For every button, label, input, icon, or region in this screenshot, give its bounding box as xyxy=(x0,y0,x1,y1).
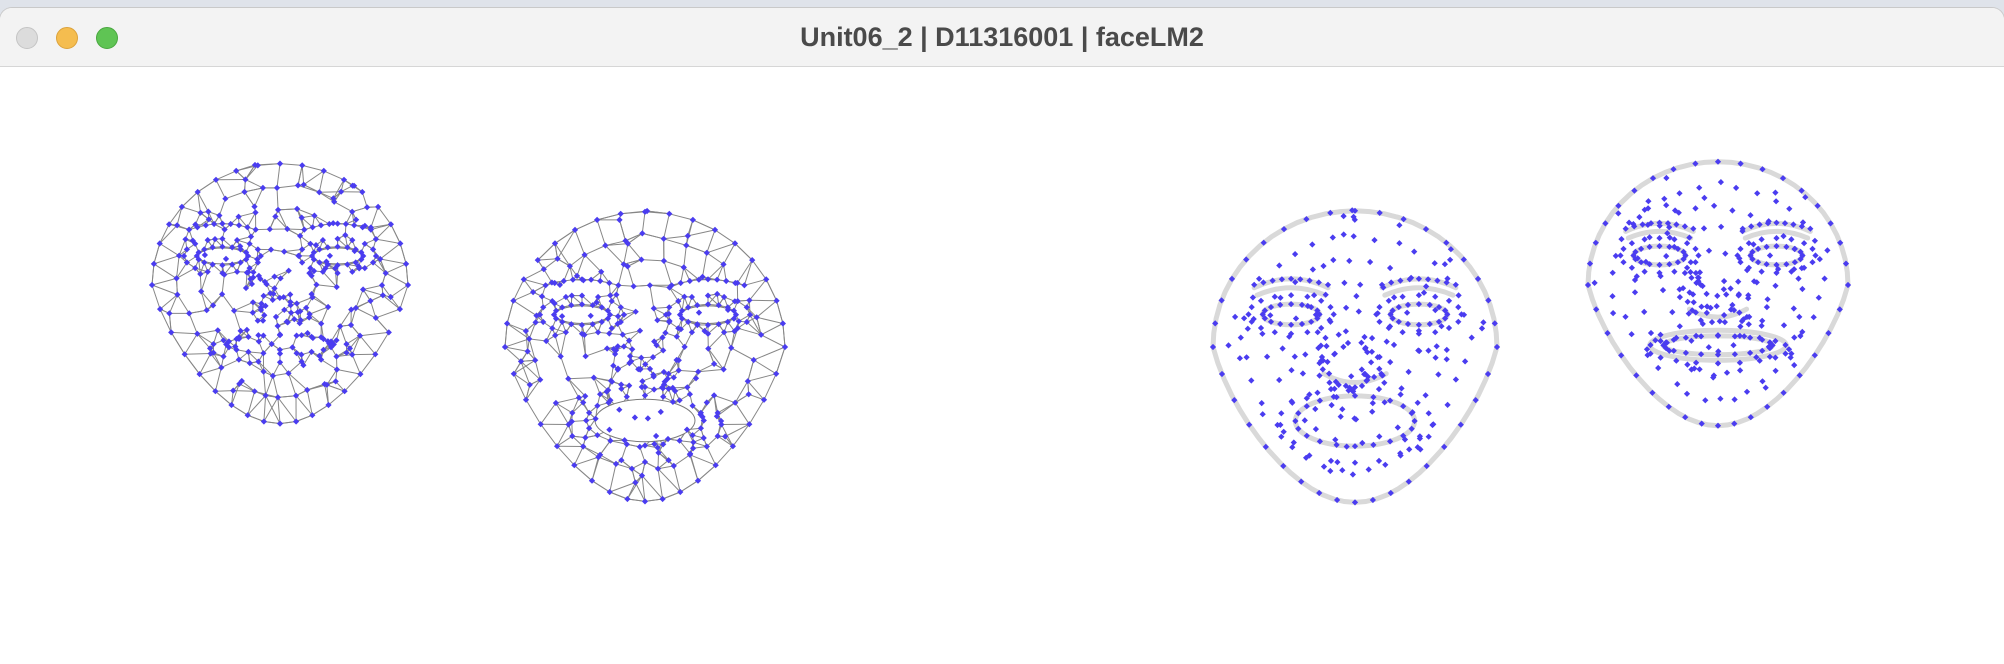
points-face-3 xyxy=(1209,207,1501,506)
mesh-face-1 xyxy=(148,160,412,427)
window-title: Unit06_2 | D11316001 | faceLM2 xyxy=(800,22,1204,52)
close-icon[interactable] xyxy=(16,27,38,49)
app-window: Unit06_2 | D11316001 | faceLM2 xyxy=(0,8,2004,664)
points-face-4 xyxy=(1584,158,1852,429)
minimize-icon[interactable] xyxy=(56,27,78,49)
title-bar[interactable]: Unit06_2 | D11316001 | faceLM2 xyxy=(0,8,2004,67)
face-landmarks-drawing xyxy=(148,158,1852,506)
zoom-icon[interactable] xyxy=(96,27,118,49)
render-canvas xyxy=(0,67,2004,664)
mesh-face-2 xyxy=(501,207,789,505)
